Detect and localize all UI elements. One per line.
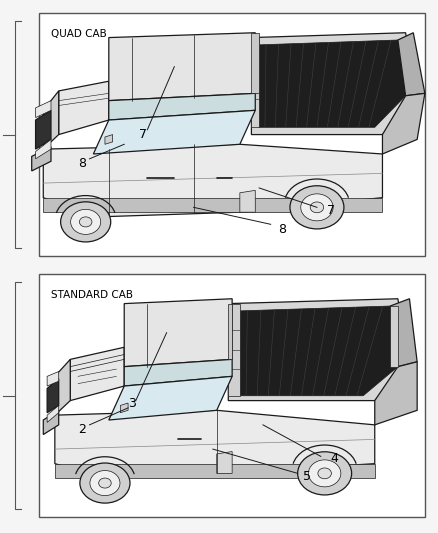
- Polygon shape: [124, 359, 232, 386]
- Polygon shape: [55, 410, 375, 478]
- Ellipse shape: [80, 463, 130, 503]
- Polygon shape: [70, 348, 124, 401]
- Polygon shape: [251, 33, 417, 134]
- Polygon shape: [124, 298, 232, 367]
- Ellipse shape: [90, 471, 120, 496]
- Polygon shape: [55, 359, 70, 415]
- Ellipse shape: [71, 209, 101, 235]
- Polygon shape: [259, 40, 406, 127]
- Bar: [39, 13, 425, 256]
- Polygon shape: [35, 101, 51, 118]
- Polygon shape: [228, 304, 240, 395]
- Ellipse shape: [99, 478, 111, 488]
- Polygon shape: [35, 140, 51, 159]
- Polygon shape: [47, 372, 59, 386]
- Polygon shape: [120, 403, 128, 413]
- Polygon shape: [109, 376, 232, 420]
- Ellipse shape: [290, 186, 344, 229]
- Polygon shape: [217, 451, 232, 473]
- Polygon shape: [47, 379, 59, 413]
- Text: 8: 8: [78, 157, 86, 170]
- Text: STANDARD CAB: STANDARD CAB: [51, 290, 134, 301]
- Polygon shape: [59, 81, 109, 134]
- Polygon shape: [228, 298, 410, 401]
- Ellipse shape: [310, 202, 324, 213]
- Polygon shape: [93, 110, 255, 154]
- Polygon shape: [43, 198, 382, 212]
- Ellipse shape: [79, 217, 92, 227]
- Polygon shape: [109, 33, 255, 101]
- Polygon shape: [240, 306, 398, 395]
- Text: 7: 7: [327, 205, 335, 217]
- Polygon shape: [375, 362, 417, 425]
- Polygon shape: [228, 304, 232, 359]
- Polygon shape: [43, 410, 59, 434]
- Ellipse shape: [298, 452, 352, 495]
- Polygon shape: [251, 33, 259, 93]
- Polygon shape: [382, 93, 425, 154]
- Text: 8: 8: [279, 223, 286, 236]
- Polygon shape: [55, 464, 375, 478]
- Polygon shape: [109, 93, 255, 120]
- Polygon shape: [390, 306, 398, 367]
- Polygon shape: [251, 37, 259, 127]
- Polygon shape: [32, 147, 51, 171]
- Polygon shape: [35, 110, 51, 149]
- Polygon shape: [390, 298, 417, 367]
- Text: 2: 2: [78, 423, 86, 436]
- Text: 3: 3: [128, 397, 136, 409]
- Text: 5: 5: [304, 471, 311, 483]
- Ellipse shape: [301, 194, 333, 221]
- Polygon shape: [105, 134, 113, 144]
- Text: QUAD CAB: QUAD CAB: [51, 29, 107, 39]
- Polygon shape: [47, 406, 59, 423]
- Polygon shape: [43, 144, 382, 217]
- Text: 4: 4: [330, 453, 338, 465]
- Polygon shape: [240, 190, 255, 212]
- Ellipse shape: [60, 202, 111, 242]
- Bar: [39, 274, 425, 517]
- Text: 7: 7: [139, 128, 148, 141]
- Polygon shape: [43, 91, 59, 149]
- Ellipse shape: [318, 468, 332, 479]
- Ellipse shape: [308, 460, 341, 487]
- Polygon shape: [398, 33, 425, 96]
